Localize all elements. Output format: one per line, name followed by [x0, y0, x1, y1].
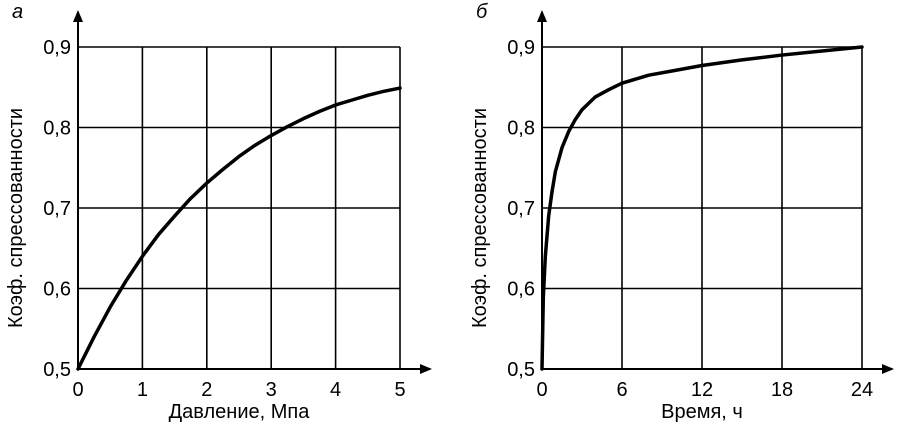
- y-tick-label: 0,5: [507, 359, 535, 381]
- x-tick-label: 2: [201, 379, 212, 401]
- y-tick-label: 0,9: [43, 37, 71, 59]
- chart-panel-b: 0 6 12 18 24 0,5 0,6 0,7 0,8 0,9 Время, ч Коэф. спр…: [469, 1, 894, 423]
- x-tick-label: 3: [266, 379, 277, 401]
- y-tick-label: 0,5: [43, 359, 71, 381]
- y-tick-label: 0,7: [507, 198, 535, 220]
- x-tick-label: 24: [851, 379, 873, 401]
- x-tick-label: 0: [536, 379, 547, 401]
- x-tick-label: 6: [616, 379, 627, 401]
- y-tick-label: 0,9: [507, 37, 535, 59]
- x-tick-label: 18: [771, 379, 793, 401]
- y-tick-label: 0,8: [507, 118, 535, 140]
- x-axis-label: Давление, Мпа: [169, 401, 311, 423]
- x-axis-label: Время, ч: [661, 401, 743, 423]
- x-tick-label: 4: [330, 379, 341, 401]
- x-tick-label: 12: [691, 379, 713, 401]
- x-tick-label: 5: [394, 379, 405, 401]
- y-tick-label: 0,6: [507, 279, 535, 301]
- series-line: [540, 45, 864, 371]
- y-axis-label: Коэф. спрессованности: [469, 108, 491, 328]
- x-tick-label: 0: [72, 379, 83, 401]
- y-tick-label: 0,7: [43, 198, 71, 220]
- series-line: [76, 86, 402, 371]
- y-tick-label: 0,6: [43, 279, 71, 301]
- chart-panel-a: 0 1 2 3 4 5 0,5 0,6 0,7 0,8 0,9 Давление, Мпа Коэф. …: [5, 1, 432, 423]
- y-axis-label: Коэф. спрессованности: [5, 108, 27, 328]
- panel-letter: б: [476, 1, 488, 23]
- y-tick-label: 0,8: [43, 118, 71, 140]
- x-tick-label: 1: [137, 379, 148, 401]
- panel-letter: а: [12, 1, 23, 23]
